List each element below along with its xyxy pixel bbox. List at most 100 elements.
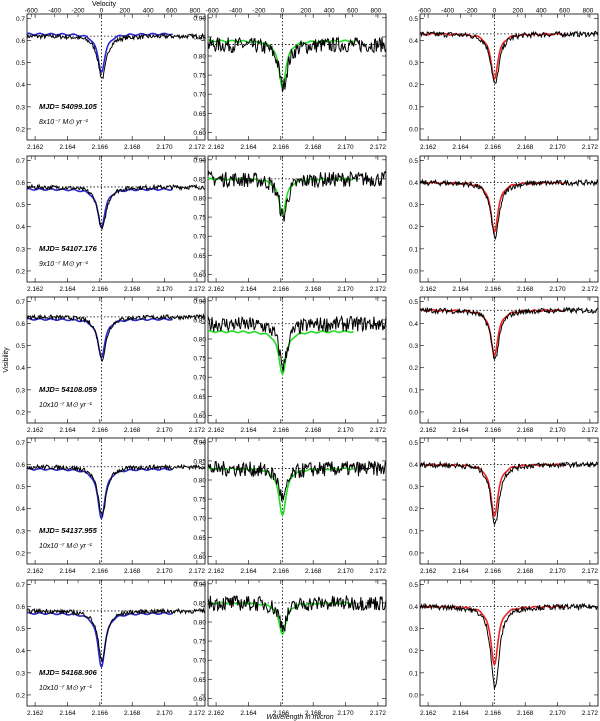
x-axis-label: Wavelength in micron	[266, 714, 333, 721]
x-tick-label: 2.166	[485, 568, 502, 575]
y-tick-label: 0.75	[193, 639, 206, 646]
y-tick-label: 0.3	[16, 104, 25, 111]
model-curve	[207, 39, 354, 89]
y-tick-label: 0.7	[16, 158, 25, 165]
data-curve	[26, 32, 206, 79]
x-tick-label: 2.172	[582, 427, 599, 434]
y-tick-label: 0.4	[409, 604, 418, 611]
y-tick-label: 0.4	[409, 462, 418, 469]
y-tick-label: 0.75	[193, 73, 206, 80]
x-tick-label: 2.170	[337, 568, 354, 575]
y-tick-label: 0.3	[16, 670, 25, 677]
x-tick-label: 2.170	[156, 144, 173, 151]
panel-r1-c2: 2.162 2.164 2.166 2.168 2.170 2.172 0.0 0.1 0.2 0…	[409, 155, 599, 293]
x-tick-label: 2.162	[27, 427, 44, 434]
velocity-tick-label: 400	[324, 8, 335, 15]
y-tick-label: 0.7	[16, 16, 25, 23]
model-curve	[419, 181, 566, 234]
y-tick-label: 0.7	[16, 582, 25, 589]
y-tick-label: 0.2	[16, 409, 25, 416]
x-tick-label: 2.166	[92, 568, 109, 575]
x-tick-label: 2.162	[27, 568, 44, 575]
x-tick-label: 2.162	[420, 710, 437, 717]
x-tick-label: 2.172	[370, 568, 387, 575]
data-curve	[419, 178, 599, 241]
x-tick-label: 2.168	[517, 710, 534, 717]
panel-r4-c0: 2.162 2.164 2.166 2.168 2.170 2.172 0.2 0.3 0.4 0…	[16, 579, 206, 717]
y-tick-label: 0.6	[16, 321, 25, 328]
x-tick-label: 2.162	[420, 286, 437, 293]
panel-frame	[207, 155, 387, 283]
panel-frame	[26, 155, 206, 283]
y-tick-label: 0.65	[193, 677, 206, 684]
velocity-tick-label: 200	[512, 8, 523, 15]
x-tick-label: 2.172	[582, 286, 599, 293]
velocity-tick-label: -600	[25, 8, 38, 15]
x-tick-label: 2.172	[370, 427, 387, 434]
x-tick-label: 2.170	[549, 710, 566, 717]
x-tick-label: 2.172	[189, 710, 206, 717]
y-tick-label: 0.70	[193, 516, 206, 523]
mjd-label: MJD= 54107.176	[39, 244, 98, 253]
model-curve	[207, 329, 354, 376]
data-curve	[26, 462, 206, 517]
velocity-tick-label: 0	[281, 8, 285, 15]
x-tick-label: 2.168	[124, 710, 141, 717]
velocity-tick-label: 600	[559, 8, 570, 15]
x-tick-label: 2.164	[452, 144, 469, 151]
velocity-tick-label: 600	[347, 8, 358, 15]
panel-r2-c1: 2.162 2.164 2.166 2.168 2.170 2.172 0.60 0.65 0.…	[193, 296, 387, 434]
y-tick-label: 0.85	[193, 600, 206, 607]
x-tick-label: 2.170	[156, 427, 173, 434]
y-tick-label: 0.2	[16, 268, 25, 275]
y-axis-label: Visibility	[3, 347, 10, 373]
y-tick-label: 0.60	[193, 130, 206, 137]
panel-frame	[26, 296, 206, 424]
data-curve	[419, 306, 599, 361]
x-tick-label: 2.164	[59, 568, 76, 575]
panel-r1-c0: 2.162 2.164 2.166 2.168 2.170 2.172 0.2 0.3 0.4 0…	[16, 155, 206, 293]
x-tick-label: 2.164	[452, 710, 469, 717]
x-tick-label: 2.162	[208, 710, 225, 717]
panel-r3-c0: 2.162 2.164 2.166 2.168 2.170 2.172 0.2 0.3 0.4 0…	[16, 437, 206, 575]
model-curve	[207, 467, 354, 517]
x-tick-label: 2.166	[485, 144, 502, 151]
velocity-tick-label: 600	[166, 8, 177, 15]
y-tick-label: 0.6	[16, 604, 25, 611]
velocity-tick-label: 0	[100, 8, 104, 15]
x-tick-label: 2.164	[240, 710, 257, 717]
y-tick-label: 0.80	[193, 620, 206, 627]
y-tick-label: 0.5	[409, 16, 418, 23]
x-tick-label: 2.170	[549, 286, 566, 293]
y-tick-label: 0.3	[409, 343, 418, 350]
x-tick-label: 2.172	[189, 427, 206, 434]
y-tick-label: 0.3	[16, 528, 25, 535]
y-tick-label: 0.2	[409, 648, 418, 655]
x-tick-label: 2.166	[273, 286, 290, 293]
y-tick-label: 0.60	[193, 696, 206, 703]
model-curve	[419, 605, 566, 667]
x-tick-label: 2.168	[305, 144, 322, 151]
data-curve	[419, 460, 599, 526]
y-tick-label: 0.1	[409, 387, 418, 394]
x-tick-label: 2.168	[517, 568, 534, 575]
panel-frame	[419, 155, 599, 283]
mass-accretion-label: 10x10⁻⁷ M⊙ yr⁻¹	[39, 685, 93, 692]
panel-r1-c1: 2.162 2.164 2.166 2.168 2.170 2.172 0.60 0.65 0.…	[193, 155, 387, 293]
panel-frame	[26, 437, 206, 565]
mass-accretion-label: 8x10⁻⁷ M⊙ yr⁻¹	[39, 119, 89, 126]
y-tick-label: 0.6	[16, 462, 25, 469]
x-tick-label: 2.172	[189, 286, 206, 293]
velocity-tick-label: 800	[190, 8, 201, 15]
x-tick-label: 2.166	[92, 427, 109, 434]
y-tick-label: 0.3	[16, 246, 25, 253]
x-tick-label: 2.170	[549, 568, 566, 575]
y-tick-label: 0.5	[409, 158, 418, 165]
x-tick-label: 2.170	[337, 427, 354, 434]
x-tick-label: 2.170	[156, 710, 173, 717]
y-tick-label: 0.75	[193, 356, 206, 363]
x-tick-label: 2.168	[124, 144, 141, 151]
y-tick-label: 0.70	[193, 92, 206, 99]
panel-frame	[207, 296, 387, 424]
